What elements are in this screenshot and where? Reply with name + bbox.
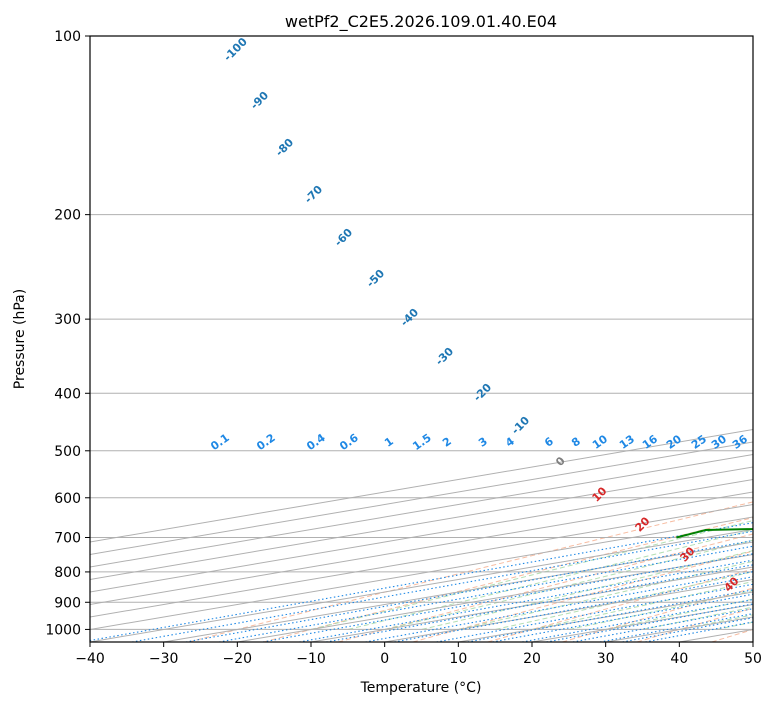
y-tick-label: 400 [54, 386, 81, 402]
moist-adiabat [495, 571, 753, 630]
y-axis-label: Pressure (hPa) [12, 289, 28, 389]
dry-adiabat [188, 501, 753, 642]
y-tick-label: 1000 [45, 622, 81, 638]
isotherm [90, 441, 753, 556]
dry-adiabat [338, 533, 753, 642]
y-tick-label: 200 [54, 208, 81, 224]
x-axis-label: Temperature (°C) [360, 680, 482, 696]
isotherm [90, 491, 753, 606]
x-tick-label: −30 [149, 651, 179, 667]
x-tick-label: 30 [597, 651, 615, 667]
isotherm [90, 453, 753, 568]
mixing-ratio-line [326, 564, 753, 642]
y-tick-label: 300 [54, 312, 81, 328]
mixing-ratio-line [218, 545, 753, 642]
mixing-ratio-line [599, 613, 753, 642]
x-tick-label: 20 [523, 651, 541, 667]
isotherm [90, 466, 753, 581]
y-tick-label: 800 [54, 565, 81, 581]
isotherm [90, 528, 753, 642]
x-tick-label: 10 [449, 651, 467, 667]
y-tick-label: 600 [54, 491, 81, 507]
mixing-ratio-line [299, 559, 753, 642]
y-tick-label: 700 [54, 531, 81, 547]
moist-adiabat [458, 560, 753, 630]
axis-layer: −40 −30 −20 −10 0 10 20 30 40 50 100 200 300 400 500 60… [45, 29, 762, 667]
isotherm [90, 503, 753, 618]
mixing-ratio-line [185, 539, 753, 642]
plot-frame [89, 35, 754, 643]
y-tick-label: 500 [54, 444, 81, 460]
isotherm [90, 478, 753, 593]
x-tick-label: −40 [75, 651, 105, 667]
x-tick-label: −20 [223, 651, 253, 667]
x-tick-label: 50 [744, 651, 762, 667]
dry-adiabat [412, 550, 753, 642]
x-tick-label: 40 [670, 651, 688, 667]
x-tick-label: 0 [380, 651, 389, 667]
mixing-ratio-line [262, 553, 753, 642]
moist-adiabat [348, 529, 753, 630]
isotherm [90, 516, 753, 631]
y-tick-label: 900 [54, 595, 81, 611]
y-tick-label: 100 [54, 29, 81, 45]
x-tick-label: −10 [296, 651, 326, 667]
isotherm [90, 428, 753, 543]
mixing-ratio-line [622, 617, 753, 642]
grid-layer [90, 36, 753, 642]
chart-title: wetPf2_C2E5.2026.109.01.40.E04 [285, 12, 557, 32]
